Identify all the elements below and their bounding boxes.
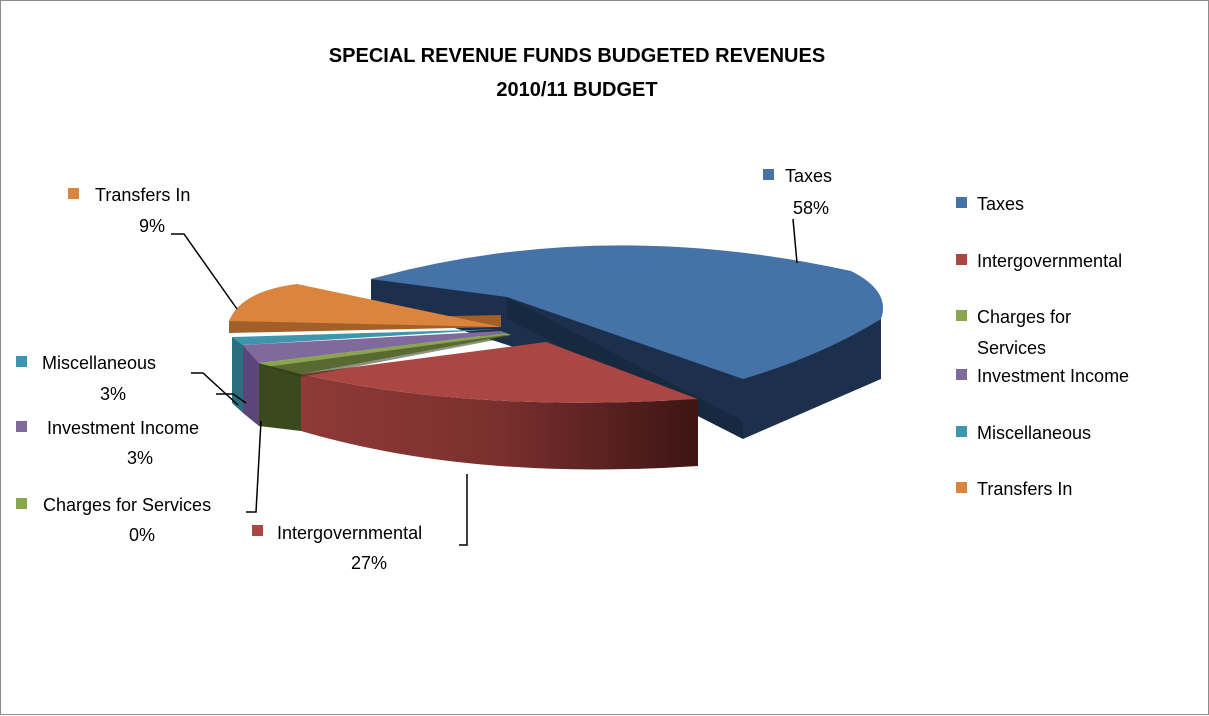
intergovernmental-label-name: Intergovernmental	[277, 523, 422, 543]
legend-swatch-intergovernmental	[956, 254, 967, 265]
transfers-slice	[229, 284, 501, 327]
taxes-label-value: 58%	[793, 198, 829, 218]
miscellaneous-slice-side	[232, 337, 243, 413]
charges-label-name: Charges for Services	[43, 495, 211, 515]
slice-tops	[229, 245, 883, 403]
legend-label-miscellaneous: Miscellaneous	[977, 423, 1091, 443]
taxes-leader-line	[792, 218, 798, 264]
investment-slice	[243, 331, 506, 363]
data-labels: Taxes 58% Intergovernmental 27% Charges …	[16, 166, 832, 573]
chart-title: SPECIAL REVENUE FUNDS BUDGETED REVENUES	[329, 45, 825, 67]
miscellaneous-label-value: 3%	[100, 384, 126, 404]
charges-label-value: 0%	[129, 525, 155, 545]
chart-subtitle: 2010/11 BUDGET	[496, 79, 657, 101]
legend: Taxes Intergovernmental Charges for Serv…	[956, 194, 1129, 499]
legend-swatch-investment	[956, 369, 967, 380]
intergovernmental-label-value: 27%	[351, 553, 387, 573]
intergovernmental-slice-side	[301, 374, 698, 470]
intergovernmental-slice	[301, 342, 698, 403]
miscellaneous-leader-line	[191, 372, 239, 406]
investment-label-name: Investment Income	[47, 418, 199, 438]
leader-lines	[171, 218, 798, 546]
legend-label-transfers: Transfers In	[977, 479, 1072, 499]
legend-swatch-miscellaneous	[956, 426, 967, 437]
legend-swatch-charges	[956, 310, 967, 321]
investment-label-value: 3%	[127, 448, 153, 468]
intergovernmental-label-swatch	[252, 525, 263, 536]
legend-label-charges-line1: Charges for	[977, 307, 1071, 327]
transfers-leader-line	[171, 233, 238, 310]
legend-label-charges-line2: Services	[977, 338, 1046, 358]
investment-label-swatch	[16, 421, 27, 432]
legend-label-investment: Investment Income	[977, 366, 1129, 386]
miscellaneous-slice	[232, 329, 501, 345]
legend-swatch-transfers	[956, 482, 967, 493]
miscellaneous-label-swatch	[16, 356, 27, 367]
transfers-label-swatch	[68, 188, 79, 199]
intergovernmental-leader-line	[459, 474, 468, 546]
transfers-label-value: 9%	[139, 216, 165, 236]
legend-label-taxes: Taxes	[977, 194, 1024, 214]
charges-slice-side	[259, 363, 301, 431]
taxes-slice	[371, 245, 883, 379]
legend-label-charges: Charges for Services	[977, 307, 1076, 358]
investment-slice-side	[243, 345, 259, 426]
charges-label-swatch	[16, 498, 27, 509]
legend-label-intergovernmental: Intergovernmental	[977, 251, 1122, 271]
taxes-label-swatch	[763, 169, 774, 180]
miscellaneous-label-name: Miscellaneous	[42, 353, 156, 373]
taxes-label-name: Taxes	[785, 166, 832, 186]
investment-leader-line	[216, 393, 247, 404]
transfers-label-name: Transfers In	[95, 185, 190, 205]
dark-wedge-highlight	[266, 335, 511, 377]
charges-leader-line	[246, 420, 262, 513]
legend-swatch-taxes	[956, 197, 967, 208]
